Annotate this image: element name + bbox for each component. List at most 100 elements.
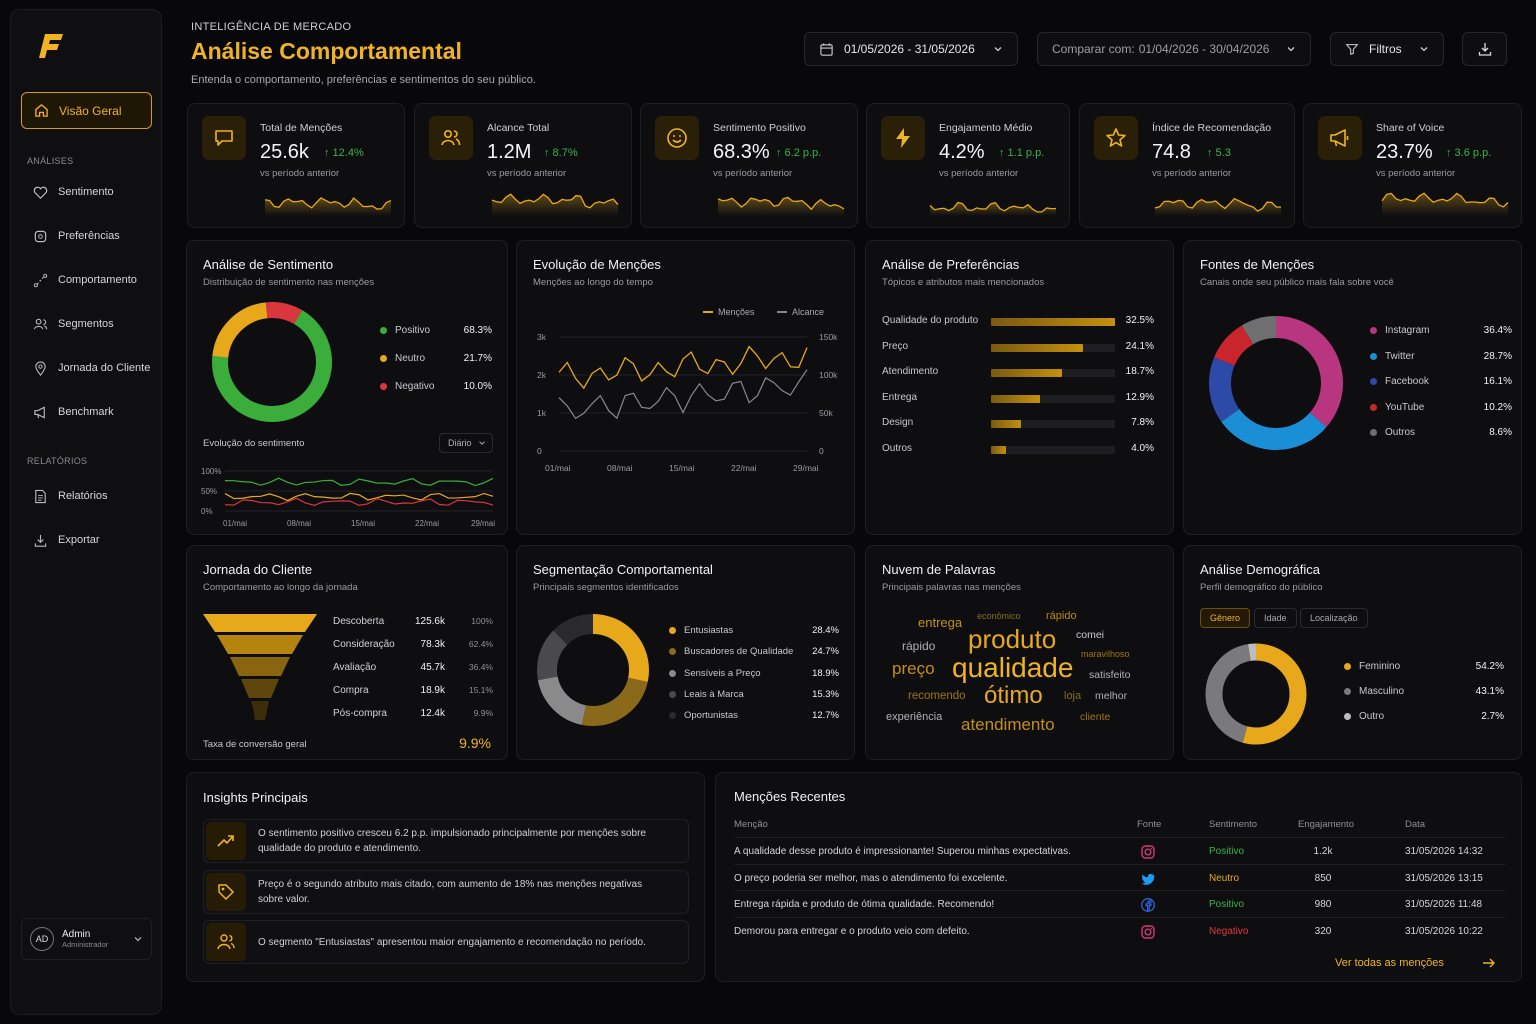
insight-item[interactable]: O segmento "Entusiastas" apresentou maio… — [203, 920, 689, 964]
legend-value: 28.4% — [812, 625, 839, 636]
date-cell: 31/05/2026 14:32 — [1405, 846, 1483, 857]
tab-idade[interactable]: Idade — [1254, 608, 1297, 628]
filters-button[interactable]: Filtros — [1330, 32, 1444, 66]
kpi-card[interactable]: Sentimento Positivo 68.3% ↑ 6.2 p.p. vs per… — [640, 103, 858, 228]
download-button[interactable] — [1462, 32, 1507, 66]
nav-sentimento[interactable]: Sentimento — [33, 182, 114, 202]
nav-benchmark[interactable]: Benchmark — [33, 402, 114, 422]
legend-label: Twitter — [1385, 350, 1415, 362]
card-subtitle: Perfil demográfico do público — [1200, 582, 1323, 593]
conversion-label: Taxa de conversão geral — [203, 739, 307, 750]
legend-value: 54.2% — [1475, 661, 1504, 672]
card-subtitle: Distribuição de sentimento nas menções — [203, 277, 375, 288]
legend-item: Instagram — [1370, 325, 1429, 336]
table-row[interactable]: Demorou para entregar e o produto veio c… — [734, 916, 1506, 943]
cloud-word: comei — [1076, 629, 1105, 641]
tab-localizacao[interactable]: Localização — [1300, 608, 1368, 628]
insight-item[interactable]: Preço é o segundo atributo mais citado, … — [203, 870, 689, 914]
kpi-card[interactable]: Total de Menções 25.6k ↑ 12.4% vs período a… — [187, 103, 405, 228]
stage-pct: 100% — [471, 616, 493, 626]
stage-label: Consideração — [333, 639, 395, 650]
nav-comportamento[interactable]: Comportamento — [33, 270, 137, 290]
stage-label: Descoberta — [333, 616, 385, 627]
kpi-card[interactable]: Share of Voice 23.7% ↑ 3.6 p.p. vs período … — [1303, 103, 1522, 228]
kpi-icon-box — [202, 116, 246, 160]
compare-picker[interactable]: Comparar com: 01/04/2026 - 30/04/2026 — [1037, 32, 1311, 66]
sparkline-line — [1154, 197, 1282, 212]
kpi-sparkline — [929, 201, 1057, 216]
user-menu[interactable]: AD Admin Administrador — [21, 918, 152, 960]
recent-mentions-card: Menções Recentes Menção Fonte Sentimento… — [715, 772, 1522, 982]
table-row[interactable]: A qualidade desse produto é impressionan… — [734, 837, 1506, 863]
legend-value: 15.3% — [812, 688, 839, 700]
y-right-tick: 0 — [819, 446, 824, 456]
legend-label: Positivo — [395, 325, 431, 336]
cloud-word: produto — [968, 624, 1057, 654]
card-subtitle: Tópicos e atributos mais mencionados — [882, 277, 1045, 288]
nav-label: Segmentos — [58, 318, 114, 330]
kpi-card[interactable]: Índice de Recomendação 74.8 ↑ 5.3 vs períod… — [1079, 103, 1295, 228]
pref-value: 24.1% — [1125, 340, 1154, 352]
kpi-label: Engajamento Médio — [939, 122, 1033, 134]
y-left-tick: 2k — [537, 370, 547, 380]
insight-item[interactable]: O sentimento positivo cresceu 6.2 p.p. i… — [203, 819, 689, 863]
see-all-link[interactable]: Ver todas as menções — [1335, 957, 1496, 969]
tab-genero[interactable]: Gênero — [1200, 608, 1251, 628]
pref-value: 32.5% — [1125, 315, 1154, 326]
bolt-icon — [896, 128, 910, 148]
chevron-down-icon — [994, 47, 1002, 52]
x-tick-label: 22/mai — [731, 463, 757, 473]
legend-dot — [1370, 403, 1377, 411]
legend-item: Neutro — [380, 353, 425, 364]
alcance-line — [558, 369, 808, 420]
pref-bar — [991, 318, 1115, 326]
chevron-down-icon — [478, 441, 485, 445]
legend-value: 68.3% — [463, 325, 492, 336]
mention-text: A qualidade desse produto é impressionan… — [734, 846, 1071, 857]
stage-pct: 15.1% — [468, 685, 493, 695]
trending-up-icon — [217, 835, 234, 847]
sparkline-area — [265, 197, 391, 216]
donut-slice — [537, 614, 649, 726]
sentiment-line — [224, 477, 494, 487]
legend-value: 2.7% — [1481, 711, 1504, 722]
kpi-delta: ↑ 12.4% — [324, 147, 364, 159]
nav-relatorios[interactable]: Relatórios — [33, 486, 108, 506]
nav-label: Benchmark — [58, 406, 114, 418]
col-sentimento: Sentimento — [1209, 819, 1258, 830]
period-select[interactable]: Diário — [439, 433, 493, 453]
brand-logo[interactable] — [33, 28, 67, 62]
kpi-icon-box — [1318, 116, 1362, 160]
kpi-note: vs período anterior — [939, 168, 1019, 179]
kpi-card[interactable]: Engajamento Médio 4.2% ↑ 1.1 p.p. vs períod… — [866, 103, 1070, 228]
compare-label: Comparar com: — [1052, 42, 1135, 56]
source-cell — [1140, 924, 1156, 943]
nav-visao-geral[interactable]: Visão Geral — [21, 92, 152, 129]
x-tick-label: 22/mai — [415, 519, 439, 528]
card-subtitle: Comportamento ao longo da jornada — [203, 582, 358, 593]
table-row[interactable]: O preço poderia ser melhor, mas o atendi… — [734, 863, 1506, 890]
donut-slice — [1205, 643, 1307, 745]
nav-exportar[interactable]: Exportar — [33, 530, 100, 550]
nav-segmentos[interactable]: Segmentos — [33, 314, 114, 334]
kpi-icon-box — [655, 116, 699, 160]
kpi-sparkline — [264, 197, 392, 216]
heart-icon — [33, 186, 48, 199]
nav-jornada[interactable]: Jornada do Cliente — [33, 358, 150, 378]
stage-pct: 36.4% — [468, 662, 493, 672]
kpi-label: Total de Menções — [260, 122, 343, 134]
legend-dot — [669, 669, 676, 677]
x-tick-label: 01/mai — [545, 463, 571, 473]
x-tick-label: 15/mai — [669, 463, 695, 473]
segmentation-donut — [537, 614, 649, 726]
kpi-card[interactable]: Alcance Total 1.2M ↑ 8.7% vs período anteri… — [414, 103, 632, 228]
legend-dot — [1344, 713, 1351, 720]
date-range-picker[interactable]: 01/05/2026 - 31/05/2026 — [804, 32, 1018, 66]
card-subtitle: Principais palavras nas menções — [882, 582, 1021, 593]
legend-label: Buscadores de Qualidade — [684, 646, 794, 658]
insight-text: O sentimento positivo cresceu 6.2 p.p. i… — [258, 828, 646, 854]
nav-preferencias[interactable]: Preferências — [33, 226, 120, 246]
table-row[interactable]: Entrega rápida e produto de ótima qualid… — [734, 890, 1506, 916]
nav-active-label: Visão Geral — [59, 103, 122, 118]
document-icon — [35, 489, 46, 503]
